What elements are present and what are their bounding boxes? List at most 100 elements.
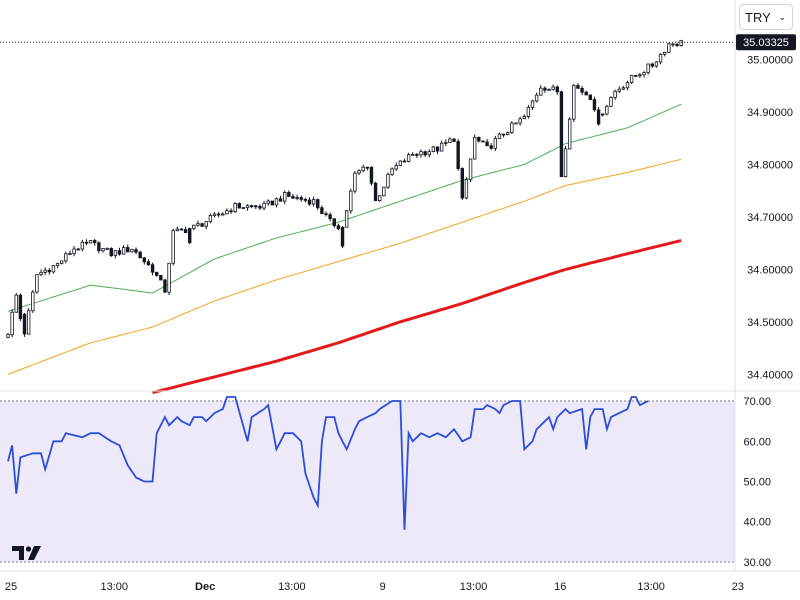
candle — [121, 245, 126, 255]
rsi-band — [0, 401, 735, 562]
candle — [31, 289, 35, 313]
rsi-tick-label: 70.00 — [743, 396, 771, 408]
candle — [518, 116, 522, 126]
candle — [72, 246, 76, 257]
candle — [592, 96, 597, 112]
candle — [489, 143, 493, 151]
candle — [506, 131, 510, 136]
rsi-tick-label: 30.00 — [743, 557, 771, 569]
candle — [435, 146, 440, 155]
candle — [175, 226, 180, 232]
price-tick-label: 34.40000 — [747, 369, 793, 381]
candle — [146, 259, 151, 266]
candle — [212, 212, 217, 218]
candle — [208, 213, 213, 224]
candle — [200, 223, 204, 227]
candle — [113, 249, 118, 259]
time-tick-label: 13:00 — [637, 581, 665, 593]
candle-layer — [6, 39, 683, 339]
candle — [55, 262, 60, 268]
candle — [349, 188, 353, 214]
price-tick-label: 34.80000 — [747, 160, 793, 172]
candle — [336, 223, 341, 231]
candle — [225, 208, 229, 215]
candle — [452, 138, 456, 143]
candle — [88, 240, 93, 244]
candle — [324, 211, 328, 217]
candle — [138, 250, 142, 259]
candle — [97, 241, 101, 254]
candle — [576, 83, 580, 89]
candle — [291, 193, 295, 199]
candle — [667, 42, 671, 53]
currency-select[interactable]: TRY ⌄ — [739, 4, 793, 30]
candle — [270, 200, 275, 206]
candle — [646, 63, 650, 75]
candle — [68, 250, 72, 256]
rsi-tick-label: 60.00 — [743, 436, 771, 448]
candle — [580, 85, 584, 96]
time-tick-label: 16 — [554, 581, 566, 593]
candle — [254, 204, 258, 210]
candle — [134, 247, 138, 255]
candle — [605, 104, 609, 116]
candle — [266, 199, 270, 206]
rsi-tick-label: 40.00 — [743, 517, 771, 529]
candle — [278, 195, 283, 202]
rsi-line-layer — [0, 396, 735, 563]
candle — [328, 212, 332, 222]
candle — [534, 92, 539, 103]
candle — [163, 278, 167, 293]
candle — [460, 167, 464, 200]
candle — [572, 83, 576, 123]
candle — [340, 226, 345, 249]
rsi-axis[interactable]: 30.00 40.00 50.00 60.00 70.00 — [743, 396, 771, 569]
candle — [126, 244, 130, 253]
candle — [419, 149, 423, 158]
time-axis[interactable]: 25 13:00 Dec 13:00 9 13:00 16 13:00 23 — [5, 581, 744, 593]
candle — [448, 137, 452, 143]
candle — [14, 292, 18, 313]
candle — [415, 152, 419, 158]
candle — [117, 247, 122, 256]
candle — [307, 197, 312, 206]
candle — [26, 308, 31, 335]
candle — [357, 169, 361, 176]
candle — [192, 224, 196, 231]
candle — [621, 85, 626, 91]
rsi-tick-label: 50.00 — [743, 477, 771, 489]
candle — [662, 51, 667, 57]
candle — [456, 139, 460, 171]
candle — [316, 198, 320, 210]
candle — [671, 43, 675, 47]
candle — [493, 135, 498, 152]
candle — [398, 160, 403, 167]
candle — [188, 227, 192, 245]
tradingview-logo — [12, 546, 41, 560]
candle — [196, 220, 200, 227]
candle — [6, 332, 10, 339]
candle — [84, 239, 89, 246]
candle — [613, 89, 617, 100]
candle — [543, 86, 547, 93]
candle — [559, 90, 564, 177]
candle — [287, 190, 291, 197]
candle — [382, 186, 386, 197]
candle — [262, 200, 266, 211]
price-tick-label: 34.50000 — [747, 317, 793, 329]
candle — [567, 117, 572, 150]
candle — [642, 71, 646, 78]
candle — [477, 136, 481, 143]
candle — [411, 152, 415, 156]
candle — [510, 121, 514, 135]
candle — [365, 166, 370, 171]
candle — [274, 197, 279, 208]
candle — [369, 166, 374, 186]
candle — [245, 204, 250, 211]
price-axis[interactable]: 34.40000 34.50000 34.60000 34.70000 34.80000… — [747, 55, 793, 382]
candle — [650, 62, 654, 68]
candle — [303, 197, 308, 203]
candle — [497, 132, 502, 140]
candle — [427, 149, 431, 158]
